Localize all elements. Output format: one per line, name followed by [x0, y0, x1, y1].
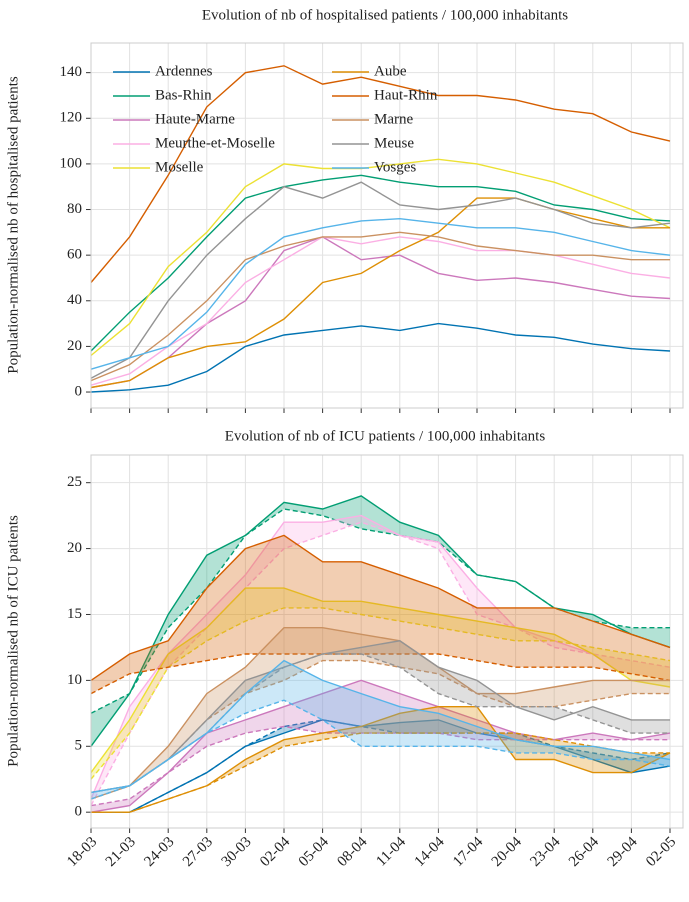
line	[90, 534, 671, 681]
band-fill	[91, 515, 670, 806]
y-tick-label: 120	[60, 110, 83, 126]
line	[90, 174, 671, 352]
y-tick-label: 40	[67, 292, 82, 308]
legend-label: Vosges	[374, 159, 416, 175]
legend-label: Meurthe-et-Moselle	[155, 135, 275, 151]
legend-label: Haut-Rhin	[374, 87, 438, 103]
x-tick-label: 27-03	[180, 834, 216, 870]
line	[90, 495, 671, 747]
legend-label: Moselle	[155, 159, 204, 175]
line-dashed	[90, 607, 671, 780]
x-tick-label: 26-04	[566, 834, 602, 870]
line	[90, 181, 671, 379]
x-tick-label: 30-03	[219, 834, 255, 870]
line	[90, 627, 670, 800]
legend-label: Ardennes	[155, 63, 213, 79]
chart-title: Evolution of nb of hospitalised patients…	[202, 7, 568, 23]
y-tick-label: 20	[67, 338, 82, 354]
line	[90, 236, 671, 389]
plot-frame	[90, 454, 684, 829]
line	[91, 706, 671, 813]
x-tick-label: 11-04	[373, 834, 409, 870]
y-axis-label: Population-normalised nb of hospitalised…	[5, 76, 21, 374]
legend-label: Meuse	[374, 135, 414, 151]
band-fill	[91, 660, 670, 799]
plot-frame	[90, 42, 684, 409]
x-tick-label: 05-04	[296, 834, 332, 870]
y-tick-label: 0	[75, 804, 83, 820]
x-tick-label: 17-04	[450, 834, 486, 870]
x-tick-label: 08-04	[334, 834, 370, 870]
band-fill	[91, 680, 670, 813]
line-dashed	[90, 653, 671, 695]
x-tick-label: 20-04	[489, 834, 525, 870]
line	[90, 587, 671, 774]
line-dashed	[90, 521, 671, 806]
line	[90, 322, 671, 393]
y-tick-label: 20	[67, 540, 82, 556]
line	[91, 719, 671, 813]
line	[90, 659, 671, 794]
y-tick-label: 5	[75, 738, 83, 754]
legend-label: Haute-Marne	[155, 111, 235, 127]
y-tick-label: 15	[67, 606, 82, 622]
legend-label: Bas-Rhin	[155, 87, 212, 103]
line	[90, 217, 671, 370]
x-tick-label: 18-03	[64, 834, 100, 870]
line	[90, 65, 671, 283]
x-tick-label: 24-03	[141, 834, 177, 870]
line	[90, 158, 671, 357]
y-tick-label: 10	[67, 672, 82, 688]
line	[90, 514, 670, 800]
band-fill	[91, 640, 670, 793]
y-tick-label: 140	[60, 64, 83, 80]
y-tick-label: 60	[67, 247, 82, 263]
legend-label: Aube	[374, 63, 407, 79]
x-tick-label: 23-04	[527, 834, 563, 870]
line	[90, 197, 670, 389]
x-tick-label: 02-05	[643, 834, 679, 870]
x-tick-label: 14-04	[412, 834, 448, 870]
y-tick-label: 0	[75, 383, 83, 399]
legend-label: Marne	[374, 111, 413, 127]
chart-title: Evolution of nb of ICU patients / 100,00…	[225, 428, 546, 444]
y-tick-label: 25	[67, 474, 82, 490]
band-fill	[91, 627, 670, 799]
line	[90, 640, 670, 794]
line	[90, 236, 671, 386]
line-dashed	[91, 719, 671, 813]
y-axis-label: Population-normalised nb of ICU patients	[5, 515, 21, 767]
band-fill	[91, 535, 670, 694]
x-tick-label: 21-03	[103, 834, 139, 870]
y-tick-label: 100	[60, 155, 83, 171]
line	[90, 679, 671, 813]
x-tick-label: 02-04	[257, 834, 293, 870]
y-tick-label: 80	[67, 201, 82, 217]
line-dashed	[90, 699, 671, 800]
band-fill	[91, 588, 670, 780]
x-tick-label: 29-04	[605, 834, 641, 870]
line	[90, 231, 670, 382]
